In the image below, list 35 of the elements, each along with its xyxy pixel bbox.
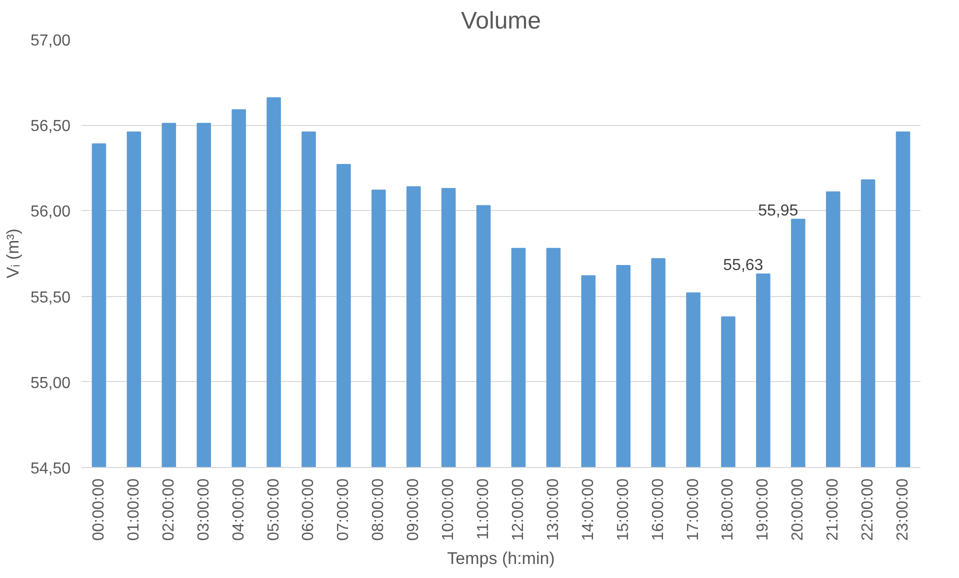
x-tick-label: 06:00:00 — [300, 478, 318, 541]
y-tick-label: 56,50 — [30, 118, 71, 136]
x-tick-label: 03:00:00 — [195, 478, 212, 541]
x-tick-label: 10:00:00 — [440, 478, 458, 541]
y-tick-label: 57,00 — [30, 32, 71, 50]
chart-title: Volume — [460, 8, 542, 34]
x-tick-label: 05:00:00 — [265, 478, 282, 541]
data-label: 55,63 — [723, 257, 764, 274]
y-tick-label: 55,00 — [30, 374, 71, 392]
x-tick-label: 07:00:00 — [335, 478, 352, 541]
x-tick-label: 18:00:00 — [720, 478, 737, 541]
x-tick-label: 00:00:00 — [90, 478, 108, 541]
y-tick-label: 56,00 — [30, 204, 71, 221]
x-tick-label: 16:00:00 — [650, 478, 667, 541]
y-tick-label: 55,50 — [30, 289, 71, 306]
x-tick-label: 12:00:00 — [510, 478, 527, 541]
x-tick-label: 14:00:00 — [580, 478, 597, 541]
x-tick-label: 21:00:00 — [824, 478, 842, 541]
y-axis-title: Vᵢ (m³) — [3, 228, 22, 278]
x-tick-label: 22:00:00 — [860, 478, 877, 541]
x-tick-label: 17:00:00 — [684, 478, 702, 541]
x-tick-label: 09:00:00 — [405, 478, 422, 541]
x-tick-label: 04:00:00 — [230, 478, 248, 541]
x-tick-label: 02:00:00 — [160, 478, 178, 541]
x-tick-label: 19:00:00 — [754, 478, 772, 541]
x-tick-label: 23:00:00 — [894, 478, 912, 541]
x-tick-label: 01:00:00 — [125, 478, 142, 541]
x-tick-label: 08:00:00 — [370, 478, 388, 541]
x-tick-label: 20:00:00 — [790, 478, 807, 541]
data-label: 55,95 — [758, 202, 798, 220]
x-tick-label: 13:00:00 — [544, 478, 562, 541]
x-tick-label: 11:00:00 — [475, 478, 492, 540]
x-axis-title: Temps (h:min) — [447, 548, 555, 568]
x-tick-label: 15:00:00 — [614, 478, 632, 541]
y-tick-label: 54,50 — [30, 460, 71, 478]
